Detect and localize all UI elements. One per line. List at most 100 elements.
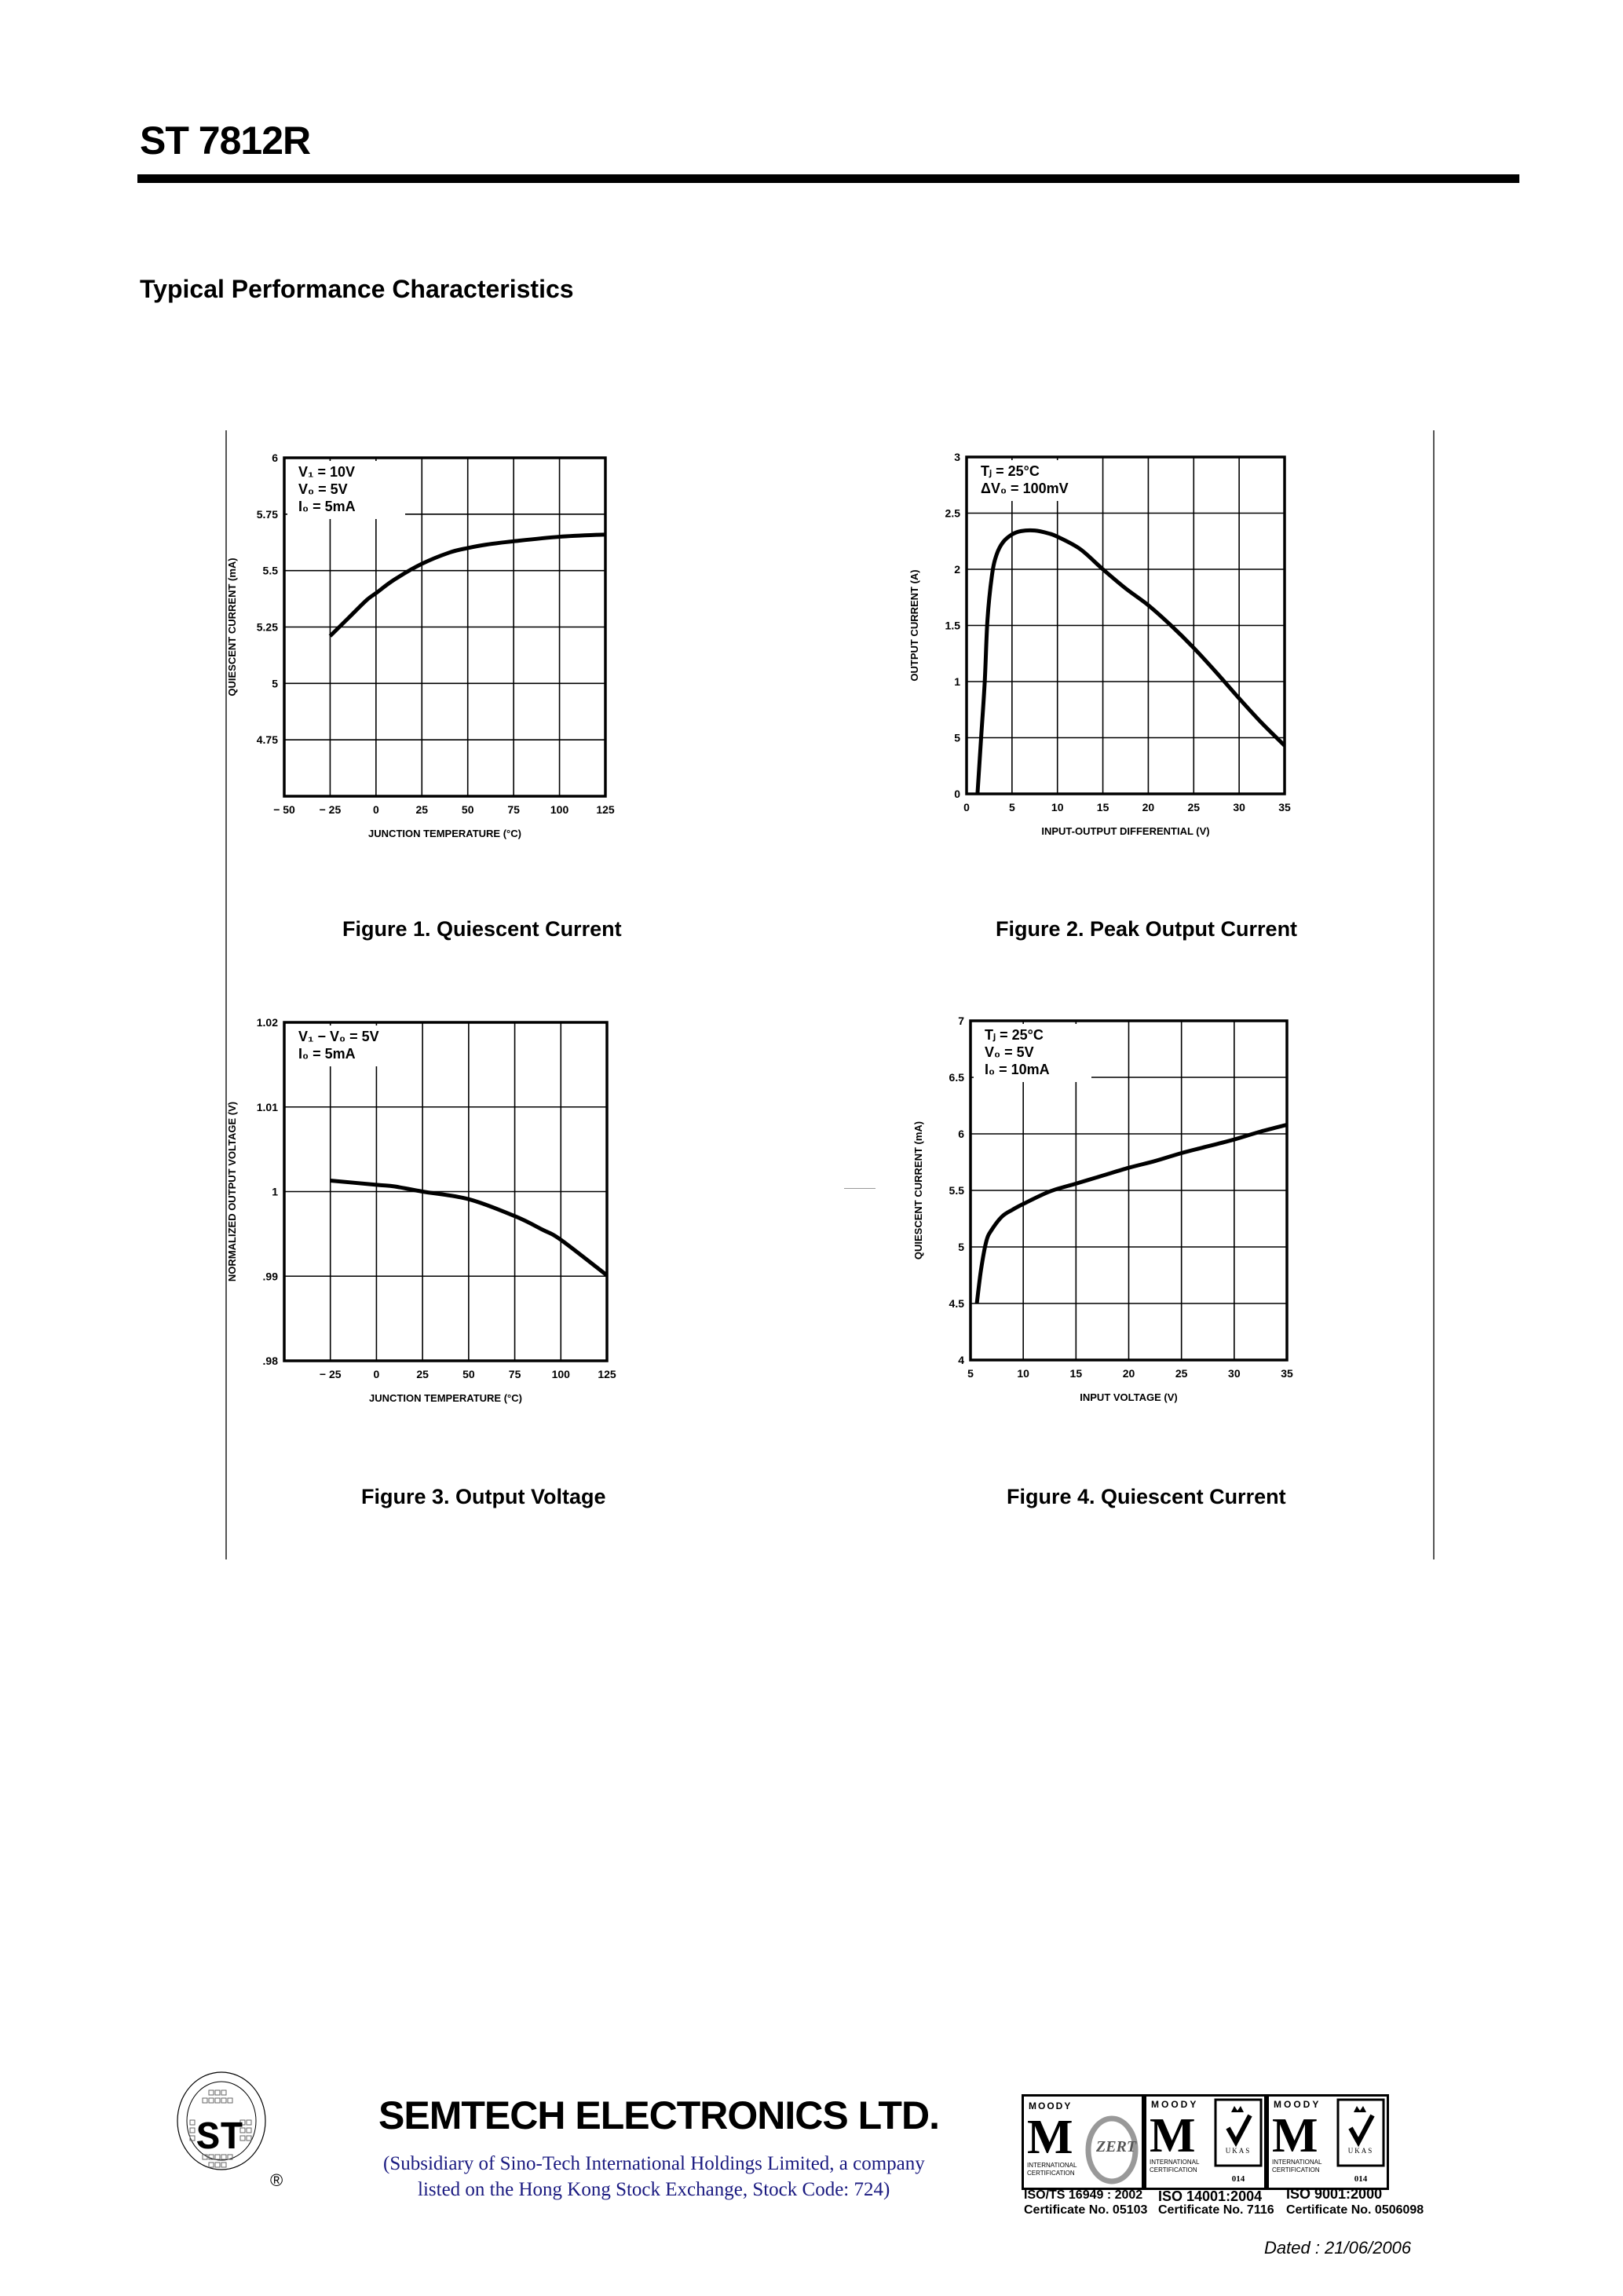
y-tick-label: 4.5	[949, 1297, 965, 1310]
y-tick-label: 4	[958, 1354, 964, 1366]
svg-text:INTERNATIONAL: INTERNATIONAL	[1027, 2162, 1077, 2169]
y-axis-title: QUIESCENT CURRENT (mA)	[226, 558, 238, 696]
test-condition: I₀ = 5mA	[298, 499, 356, 514]
svg-text:INTERNATIONAL: INTERNATIONAL	[1272, 2159, 1322, 2166]
x-tick-label: 50	[462, 803, 474, 816]
plot-frame	[965, 455, 1286, 795]
figure-3-caption: Figure 3. Output Voltage	[361, 1485, 606, 1508]
x-tick-label: 25	[1187, 801, 1200, 813]
y-tick-label: 0	[954, 788, 960, 800]
y-tick-label: 3	[954, 451, 960, 463]
x-tick-label: 15	[1070, 1367, 1083, 1380]
y-tick-label: 6	[958, 1128, 964, 1140]
svg-text:M: M	[1150, 2109, 1196, 2163]
x-tick-label: 25	[416, 1368, 429, 1380]
figure-4-caption: Figure 4. Quiescent Current	[1007, 1485, 1286, 1508]
frame-center-mark	[844, 1188, 875, 1189]
test-condition: V₀ = 5V	[298, 481, 348, 497]
x-tick-label: 25	[1175, 1367, 1188, 1380]
subsidiary-note-line-2: listed on the Hong Kong Stock Exchange, …	[418, 2179, 890, 2200]
y-tick-label: 7	[958, 1015, 964, 1027]
cert-badge-iso-ts-16949: MOODY M INTERNATIONAL CERTIFICATION ZERT	[1022, 2094, 1144, 2190]
registered-mark: ®	[270, 2170, 283, 2190]
data-curve	[974, 1123, 1288, 1304]
cert-3-number: Certificate No. 0506098	[1286, 2203, 1424, 2217]
svg-text:UKAS: UKAS	[1348, 2147, 1374, 2155]
y-tick-label: 1.5	[945, 620, 961, 632]
svg-text:UKAS: UKAS	[1226, 2147, 1252, 2155]
test-condition: ΔV₀ = 100mV	[981, 481, 1069, 496]
logo-text: ST	[196, 2116, 243, 2161]
x-tick-label: 30	[1228, 1367, 1241, 1380]
y-axis-title: QUIESCENT CURRENT (mA)	[912, 1121, 924, 1260]
y-tick-label: 2	[954, 563, 960, 576]
x-tick-label: 35	[1278, 801, 1291, 813]
semtech-logo: ST ®	[174, 2071, 331, 2232]
y-tick-label: 5	[272, 677, 278, 689]
y-tick-label: 5.75	[257, 508, 278, 521]
y-axis-title: OUTPUT CURRENT (A)	[908, 569, 920, 681]
x-tick-label: − 50	[273, 803, 295, 816]
x-tick-label: 20	[1142, 801, 1155, 813]
x-tick-label: 125	[596, 803, 615, 816]
document-date: Dated : 21/06/2006	[1264, 2238, 1412, 2258]
title-divider	[137, 174, 1519, 183]
test-condition: Tⱼ = 25°C	[981, 463, 1040, 479]
y-tick-label: 1	[954, 675, 960, 688]
x-tick-label: 20	[1123, 1367, 1135, 1380]
x-tick-label: 5	[967, 1367, 974, 1380]
moody-ukas-badge-icon: MOODY M INTERNATIONAL CERTIFICATION UKAS…	[1150, 2098, 1263, 2184]
cert-3-standard: ISO 9001:2000	[1286, 2186, 1383, 2202]
cert-2-standard: ISO 14001:2004	[1158, 2188, 1263, 2204]
x-axis-title: JUNCTION TEMPERATURE (°C)	[368, 828, 521, 839]
x-tick-label: 75	[509, 1368, 521, 1380]
x-tick-label: − 25	[320, 803, 342, 816]
cert-badge-iso-14001: MOODY M INTERNATIONAL CERTIFICATION UKAS…	[1144, 2094, 1267, 2190]
test-condition: V₀ = 5V	[985, 1044, 1034, 1060]
data-curve	[328, 532, 606, 638]
plot-frame	[283, 1021, 609, 1362]
y-tick-label: 5.5	[263, 565, 279, 577]
x-tick-label: 50	[462, 1368, 475, 1380]
x-tick-label: 75	[507, 803, 520, 816]
test-condition: V₁ − V₀ = 5V	[298, 1029, 379, 1044]
figure-2-caption: Figure 2. Peak Output Current	[996, 917, 1298, 941]
x-axis-title: INPUT-OUTPUT DIFFERENTIAL (V)	[1041, 825, 1209, 837]
y-tick-label: .98	[263, 1355, 279, 1367]
moody-zert-badge-icon: MOODY M INTERNATIONAL CERTIFICATION ZERT	[1027, 2100, 1139, 2184]
y-tick-label: 2.5	[945, 507, 961, 520]
frame-right-border	[1433, 430, 1435, 1559]
svg-text:MOODY: MOODY	[1029, 2100, 1072, 2111]
x-tick-label: 0	[374, 1368, 380, 1380]
y-tick-label: 6	[272, 452, 278, 464]
plot-frame	[969, 1019, 1289, 1362]
y-tick-label: 1	[272, 1186, 278, 1198]
test-condition: I₀ = 5mA	[298, 1046, 356, 1062]
y-tick-label: 5.25	[257, 621, 278, 634]
cert-1-number: Certificate No. 05103	[1024, 2203, 1148, 2217]
moody-ukas-badge-icon: MOODY M INTERNATIONAL CERTIFICATION UKAS…	[1272, 2098, 1385, 2184]
x-tick-label: 100	[552, 1368, 571, 1380]
svg-text:014: 014	[1232, 2174, 1245, 2184]
svg-text:MOODY: MOODY	[1151, 2099, 1198, 2110]
svg-text:014: 014	[1354, 2174, 1368, 2184]
y-tick-label: 5.5	[949, 1184, 965, 1197]
x-tick-label: 15	[1097, 801, 1109, 813]
x-tick-label: 25	[415, 803, 428, 816]
y-tick-label: 1.02	[257, 1016, 278, 1029]
figure-1-caption: Figure 1. Quiescent Current	[342, 917, 622, 941]
svg-text:MOODY: MOODY	[1274, 2099, 1321, 2110]
svg-text:M: M	[1027, 2111, 1073, 2164]
y-tick-label: 4.75	[257, 733, 278, 746]
x-tick-label: 10	[1051, 801, 1064, 813]
x-tick-label: 100	[550, 803, 569, 816]
svg-text:CERTIFICATION: CERTIFICATION	[1150, 2166, 1197, 2174]
x-tick-label: − 25	[320, 1368, 342, 1380]
svg-text:ZERT: ZERT	[1095, 2138, 1137, 2155]
x-tick-label: 10	[1017, 1367, 1029, 1380]
test-condition: V₁ = 10V	[298, 464, 355, 480]
y-tick-label: 1.01	[257, 1101, 278, 1113]
test-condition: Tⱼ = 25°C	[985, 1027, 1044, 1043]
x-tick-label: 0	[373, 803, 379, 816]
x-tick-label: 125	[598, 1368, 616, 1380]
